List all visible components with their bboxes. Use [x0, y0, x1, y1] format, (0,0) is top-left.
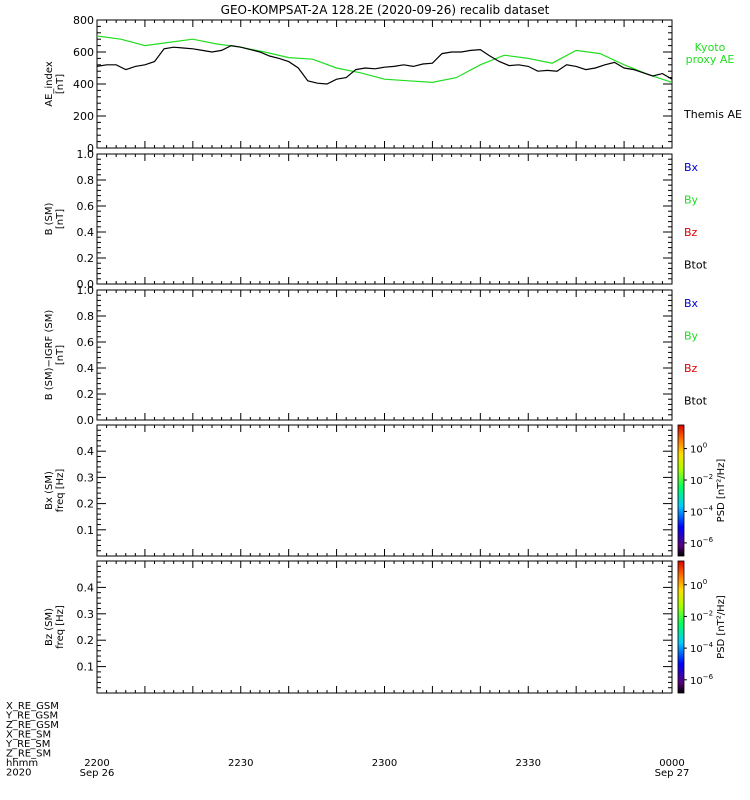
- colorbar: [677, 560, 685, 694]
- y-tick-label: 0.2: [77, 252, 95, 265]
- time-tick-label: 0000: [659, 758, 684, 769]
- legend-bx: Bx: [684, 161, 699, 174]
- axis-row-label: 2020: [6, 768, 31, 779]
- colorbar-tick-label: 10−6: [690, 536, 714, 550]
- panel-5: 0.1 0.2 0.3 0.4 Bz (SM) freq [Hz] 100 10−2 10−4 1…: [44, 560, 727, 694]
- colorbar-label: PSD [nT²/Hz]: [716, 459, 727, 523]
- date-tick-label: Sep 26: [80, 768, 115, 779]
- colorbar-tick-label: 10−2: [690, 609, 713, 623]
- axis-row-label: X_RE_GSM: [6, 701, 59, 712]
- y-tick-label: 0.8: [77, 174, 95, 187]
- y-tick-label: 0.6: [77, 336, 95, 349]
- y-axis-label: [nT]: [55, 209, 66, 229]
- colorbar-tick-label: 100: [690, 442, 707, 456]
- y-tick-label: 0.1: [77, 661, 95, 674]
- y-axis-label: Bx (SM): [44, 471, 55, 510]
- legend-by: By: [684, 193, 699, 206]
- y-tick-label: 0.8: [77, 310, 95, 323]
- colorbar-label: PSD [nT²/Hz]: [716, 595, 727, 659]
- y-axis-label: freq [Hz]: [55, 469, 66, 513]
- panel-frame: [96, 424, 673, 557]
- y-tick-label: 0.0: [77, 278, 95, 291]
- panel-frame: [96, 560, 673, 694]
- axis-row-label: Z_RE_SM: [6, 749, 51, 760]
- colorbar-tick-label: 10−4: [690, 641, 714, 655]
- y-tick-label: 0.0: [77, 414, 95, 427]
- panel-2: 0.0 0.2 0.4 0.6 0.8 1.0 B (SM) [nT] Bx By Bz Btot: [44, 148, 708, 291]
- y-tick-label: 0.4: [77, 362, 95, 375]
- y-tick-label: 0.4: [77, 581, 95, 594]
- legend-btot: Btot: [684, 258, 708, 271]
- colorbar-tick-label: 10−4: [690, 504, 714, 518]
- legend-kyoto: Kyoto: [695, 41, 726, 54]
- axis-row-label: Y_RE_SM: [5, 739, 50, 750]
- colorbar-tick-label: 100: [690, 578, 707, 592]
- y-tick-label: 0.1: [77, 524, 95, 537]
- y-tick-label: 800: [73, 14, 94, 27]
- axis-row-label: hhmm: [6, 758, 38, 769]
- y-axis-label: Bz (SM): [44, 608, 55, 646]
- y-tick-label: 600: [73, 46, 94, 59]
- colorbar-tick-label: 10−2: [690, 473, 713, 487]
- y-axis-label: [nT]: [55, 345, 66, 365]
- y-tick-label: 0.2: [77, 634, 95, 647]
- legend-bz: Bz: [684, 362, 698, 375]
- y-tick-label: 0.2: [77, 498, 95, 511]
- y-axis-label: AE_index: [44, 61, 55, 107]
- y-tick-label: 1.0: [77, 284, 95, 297]
- y-tick-label: 0.4: [77, 445, 95, 458]
- panel-frame: [96, 19, 673, 149]
- y-tick-label: 1.0: [77, 148, 95, 161]
- time-axis: X_RE_GSMY_RE_GSMZ_RE_GSMX_RE_SMY_RE_SMZ_…: [5, 701, 689, 779]
- time-tick-label: 2200: [84, 758, 109, 769]
- series-line-1: [96, 35, 673, 84]
- y-axis-label: freq [Hz]: [55, 605, 66, 649]
- y-tick-label: 0.3: [77, 608, 95, 621]
- date-tick-label: Sep 27: [655, 768, 690, 779]
- legend-btot: Btot: [684, 394, 708, 407]
- legend-by: By: [684, 329, 699, 342]
- legend-kyoto: proxy AE: [686, 53, 735, 66]
- figure-title: GEO-KOMPSAT-2A 128.2E (2020-09-26) recal…: [221, 3, 550, 17]
- axis-row-label: Z_RE_GSM: [6, 720, 59, 731]
- y-tick-label: 0.3: [77, 471, 95, 484]
- y-axis-label: [nT]: [55, 74, 66, 94]
- time-tick-label: 2230: [228, 758, 253, 769]
- panel-frame: [96, 289, 673, 421]
- time-tick-label: 2330: [516, 758, 541, 769]
- series-line-2: [96, 44, 673, 85]
- colorbar: [677, 424, 685, 557]
- legend-bx: Bx: [684, 297, 699, 310]
- panel-3: 0.0 0.2 0.4 0.6 0.8 1.0 B (SM)−IGRF (SM) [nT] Bx…: [44, 284, 708, 427]
- panel-4: 0.1 0.2 0.3 0.4 Bx (SM) freq [Hz] 100 10−2 10−4 1…: [44, 424, 727, 557]
- y-tick-label: 0.4: [77, 226, 95, 239]
- time-tick-label: 2300: [372, 758, 397, 769]
- y-tick-label: 0.6: [77, 200, 95, 213]
- axis-row-label: Y_RE_GSM: [5, 711, 58, 722]
- panel-frame: [96, 153, 673, 285]
- colorbar-tick-label: 10−6: [690, 673, 714, 687]
- y-axis-label: B (SM)−IGRF (SM): [44, 310, 55, 401]
- y-axis-label: B (SM): [44, 202, 55, 235]
- y-tick-label: 400: [73, 78, 94, 91]
- legend-themis: Themis AE: [683, 108, 742, 121]
- axis-row-label: X_RE_SM: [6, 730, 51, 741]
- y-tick-label: 0.2: [77, 388, 95, 401]
- y-tick-label: 0: [87, 142, 94, 155]
- y-tick-label: 200: [73, 110, 94, 123]
- legend-bz: Bz: [684, 226, 698, 239]
